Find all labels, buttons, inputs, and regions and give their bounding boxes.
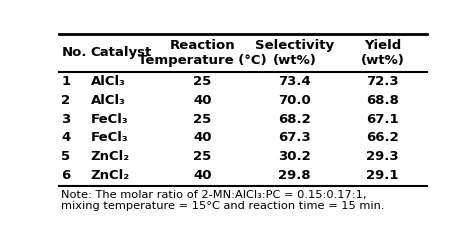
Text: AlCl₃: AlCl₃: [91, 94, 126, 107]
Text: 40: 40: [193, 131, 212, 144]
Text: AlCl₃: AlCl₃: [91, 75, 126, 88]
Text: 40: 40: [193, 94, 212, 107]
Text: Selectivity
(wt%): Selectivity (wt%): [255, 39, 334, 67]
Text: 1: 1: [62, 75, 71, 88]
Text: 70.0: 70.0: [278, 94, 311, 107]
Text: 73.4: 73.4: [278, 75, 311, 88]
Text: 3: 3: [62, 112, 71, 125]
Text: 40: 40: [193, 169, 212, 182]
Text: 25: 25: [193, 150, 212, 163]
Text: 68.8: 68.8: [366, 94, 399, 107]
Text: 25: 25: [193, 75, 212, 88]
Text: 6: 6: [62, 169, 71, 182]
Text: 66.2: 66.2: [366, 131, 399, 144]
Text: 29.3: 29.3: [366, 150, 399, 163]
Text: FeCl₃: FeCl₃: [91, 112, 128, 125]
Text: Yield
(wt%): Yield (wt%): [361, 39, 404, 67]
Text: No.: No.: [62, 46, 87, 59]
Text: 72.3: 72.3: [366, 75, 399, 88]
Text: 5: 5: [62, 150, 71, 163]
Text: ZnCl₂: ZnCl₂: [91, 150, 130, 163]
Text: 4: 4: [62, 131, 71, 144]
Text: ZnCl₂: ZnCl₂: [91, 169, 130, 182]
Text: 68.2: 68.2: [278, 112, 311, 125]
Text: Note: The molar ratio of 2-MN:AlCl₃:PC = 0.15:0.17:1,
mixing temperature = 15°C : Note: The molar ratio of 2-MN:AlCl₃:PC =…: [61, 190, 384, 211]
Text: FeCl₃: FeCl₃: [91, 131, 128, 144]
Text: 2: 2: [62, 94, 71, 107]
Text: 30.2: 30.2: [278, 150, 311, 163]
Text: 67.3: 67.3: [278, 131, 311, 144]
Text: Catalyst: Catalyst: [91, 46, 152, 59]
Text: Reaction
Temperature (°C): Reaction Temperature (°C): [138, 39, 267, 67]
Text: 67.1: 67.1: [366, 112, 399, 125]
Text: 29.1: 29.1: [366, 169, 399, 182]
Text: 29.8: 29.8: [278, 169, 310, 182]
Text: 25: 25: [193, 112, 212, 125]
